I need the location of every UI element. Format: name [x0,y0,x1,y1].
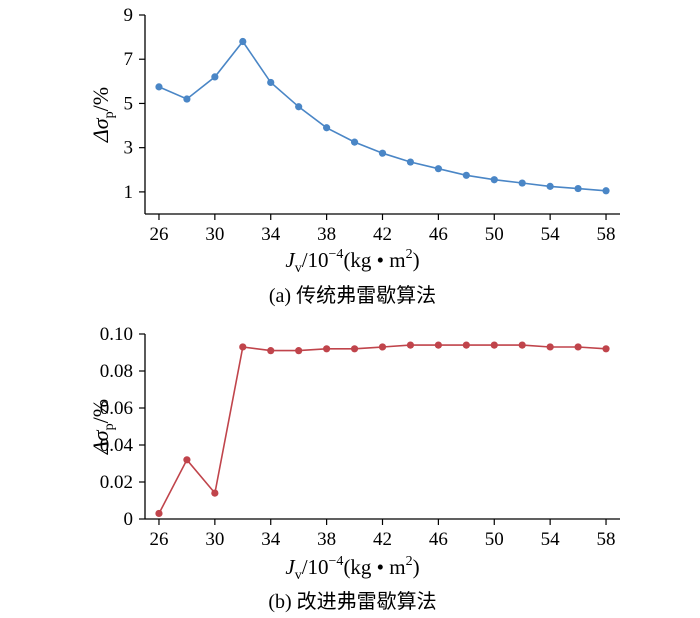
chart-1-x-axis-label-rest: /10 [302,555,329,579]
chart-0-x-tick-label: 54 [541,224,561,245]
chart-1-data-point [518,341,526,349]
chart-0-y-axis-label-sub: p [102,111,117,118]
chart-0-x-axis-label: Jv/10−4(kg • m2) [285,247,419,276]
chart-1-x-axis-label-close: ) [413,555,420,579]
chart-1-data-point [546,343,554,351]
chart-1-data-point [602,345,610,353]
chart-1-data-point [378,343,387,351]
chart-1-x-axis-label-sup: −4 [329,554,344,569]
chart-0-data-point [462,171,470,179]
chart-improved-frechet: 0 0.02 0.04 0.06 0.08 0.10 26 30 34 38 42 46 50 54 58 Δ… [88,324,620,613]
chart-1-y-tick-label: 0.04 [100,435,134,456]
chart-1-x-axis-label-sub: v [295,568,302,583]
chart-1-x-tick-label: 34 [261,529,281,550]
chart-0-series-line [158,40,607,192]
chart-1-x-tick-label: 54 [541,529,561,550]
chart-1-x-axis-label-unit-sup: 2 [406,554,413,569]
chart-1-x-tick-label: 26 [149,529,168,550]
chart-0-x-tick-label: 46 [429,224,448,245]
chart-0-data-point [323,124,331,132]
chart-traditional-frechet: 1 3 5 7 9 26 30 34 38 42 46 50 54 58 Δσp/% Jv/10−4(kg •… [88,5,620,307]
chart-1-data-point [267,347,275,355]
chart-1-y-tick-label: 0.08 [100,361,133,382]
chart-0-data-point [183,95,191,103]
chart-1-series-line [158,344,607,514]
chart-0-data-point [155,83,163,91]
chart-0-data-point [378,149,387,157]
chart-0-x-axis-label-sup: −4 [329,247,344,262]
chart-1-data-point [490,341,498,349]
chart-0-y-tick-label: 1 [124,182,134,203]
chart-0-x-axis-label-sub: v [295,261,302,276]
chart-0-y-tick-label: 3 [124,138,134,159]
chart-0-y-axis-label-rest: /% [88,87,113,111]
chart-1-data-point [350,345,359,353]
chart-1-data-point [155,509,163,518]
chart-0-data-point [518,179,526,187]
chart-0-data-point [211,73,219,81]
chart-0-data-point [574,184,582,193]
chart-1-data-point [406,341,415,349]
chart-1-x-tick-label: 46 [429,529,448,550]
chart-1-x-tick-label: 42 [373,529,392,550]
chart-0-data-point [602,187,610,195]
chart-1-data-point [183,456,191,464]
chart-0-data-point [434,165,442,173]
chart-1-data-point [323,345,331,353]
chart-0-y-tick-label: 5 [124,93,134,114]
chart-1-y-tick-label: 0 [124,509,134,530]
chart-1-data-point [239,343,247,351]
chart-1-y-tick-label: 0.10 [100,324,133,345]
chart-0-data-point [295,103,303,111]
chart-0-x-tick-label: 30 [205,224,224,245]
chart-1-x-tick-label: 38 [317,529,336,550]
chart-0-x-axis-label-unit-sup: 2 [406,247,413,262]
chart-0-x-axis-label-rest: /10 [302,248,329,272]
chart-0-x-tick-label: 42 [373,224,392,245]
chart-0-x-tick-label: 50 [485,224,504,245]
chart-1-x-tick-label: 50 [485,529,504,550]
chart-1-y-axis-label-main: Δσ [88,429,113,455]
chart-0-data-point [406,158,415,166]
chart-1-x-tick-label: 30 [205,529,224,550]
chart-1-data-point [462,341,470,349]
chart-0-y-axis-label-main: Δσ [88,117,113,143]
chart-0-x-axis-label-main: J [285,248,296,272]
chart-1-y-axis-label: Δσp/% [88,399,117,455]
chart-0-y-tick-label: 7 [124,49,134,70]
chart-1-x-tick-label: 58 [597,529,616,550]
chart-1-data-point [211,489,219,497]
chart-0-data-point [490,176,498,184]
chart-1-caption: (b) 改进弗雷歇算法 [268,590,436,613]
chart-0-data-point [546,182,554,190]
chart-0-x-tick-label: 58 [597,224,616,245]
chart-0-x-axis-label-close: ) [413,248,420,272]
chart-0-x-tick-label: 34 [261,224,281,245]
chart-1-x-axis-label-main: J [285,555,296,579]
chart-0-x-tick-label: 38 [317,224,336,245]
chart-0-x-axis-label-unit: (kg • m [343,248,405,272]
chart-1-data-point [434,341,442,349]
chart-1-y-axis-label-rest: /% [88,399,113,423]
chart-1-y-tick-label: 0.06 [100,398,133,419]
chart-0-caption: (a) 传统弗雷歇算法 [269,284,436,307]
chart-0-data-point [267,78,275,87]
chart-1-y-axis-label-sub: p [102,423,117,430]
chart-0-data-point [350,138,359,146]
chart-1-y-tick-label: 0.02 [100,472,133,493]
chart-0-x-tick-label: 26 [149,224,168,245]
chart-0-y-tick-label: 9 [124,5,134,26]
chart-1-data-point [574,343,582,351]
chart-1-data-point [295,347,303,355]
chart-0-data-point [239,37,247,46]
chart-0-y-axis-label: Δσp/% [88,87,117,143]
chart-1-x-axis-label: Jv/10−4(kg • m2) [285,554,419,583]
chart-1-x-axis-label-unit: (kg • m [343,555,405,579]
